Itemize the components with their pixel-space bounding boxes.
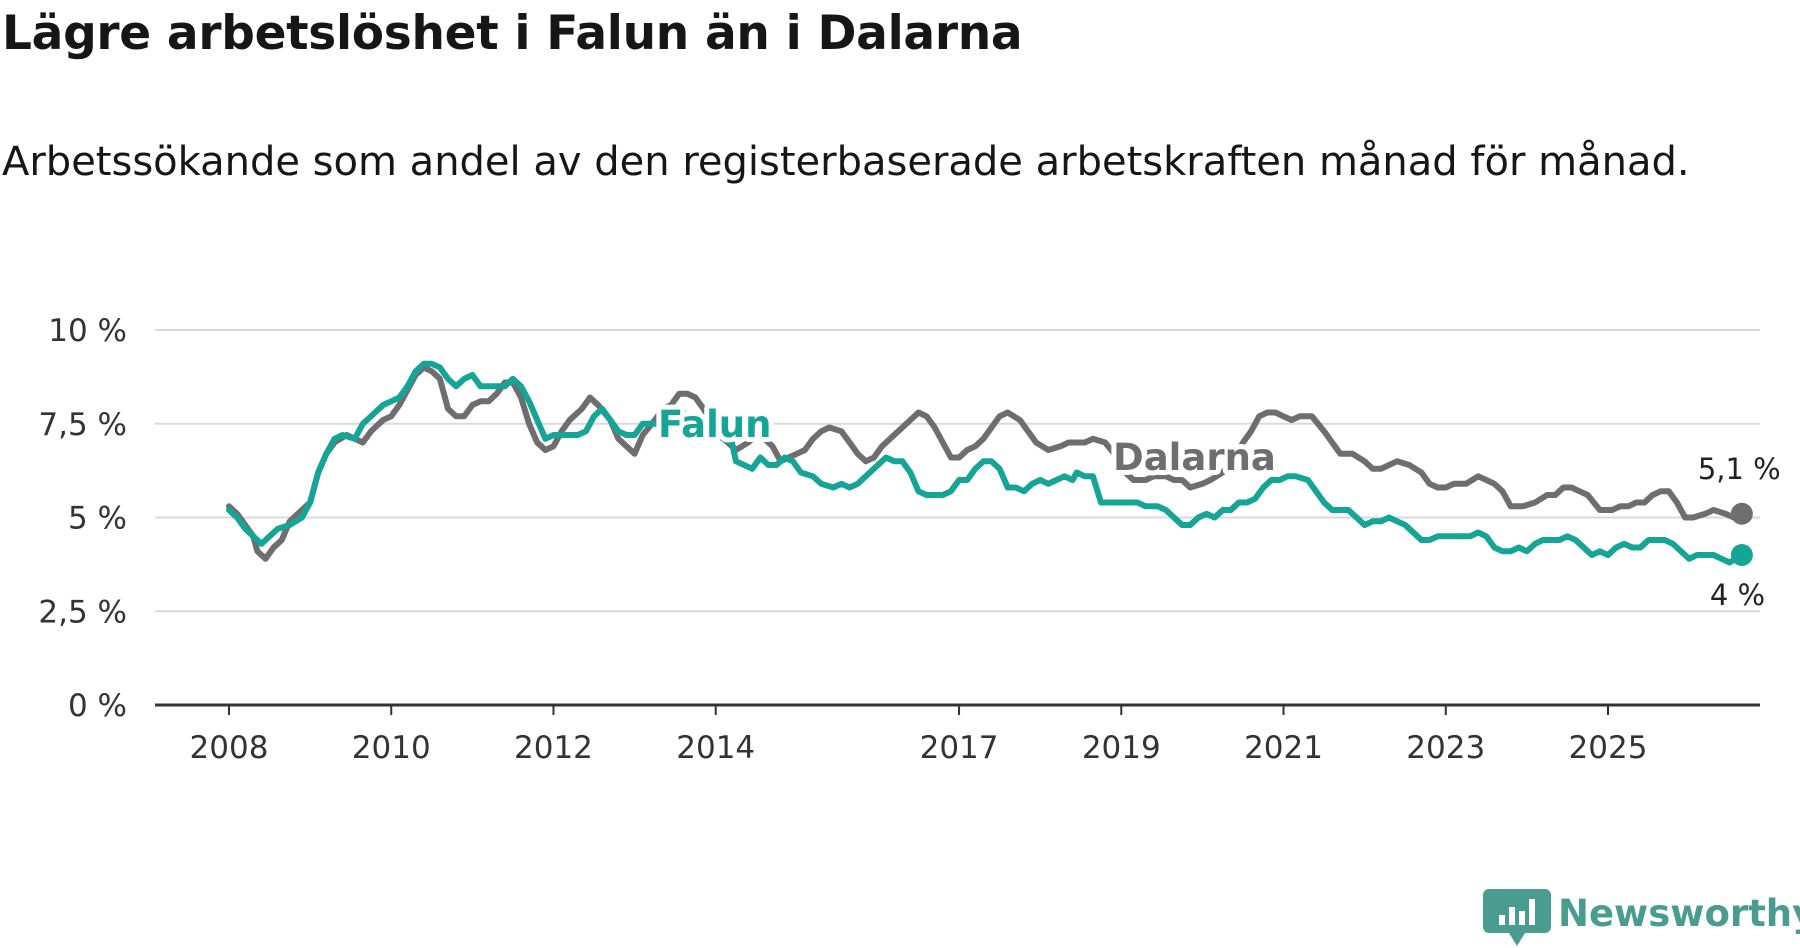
series-label-falun: Falun (658, 403, 771, 446)
x-axis-ticks: 2008 2010 2012 2014 2017 2019 2021 2023 2025 (190, 705, 1648, 766)
y-axis-ticks: 0 % 2,5 % 5 % 7,5 % 10 % (38, 313, 127, 724)
gridlines (155, 329, 1760, 707)
y-tick-label: 2,5 % (38, 594, 127, 630)
newsworthy-logo: Newsworthy (1483, 889, 1800, 946)
brand-name: Newsworthy (1558, 892, 1800, 935)
y-tick-label: 5 % (68, 501, 127, 537)
x-tick-label: 2008 (190, 730, 269, 766)
end-value-label-dalarna: 5,1 % (1698, 452, 1781, 486)
x-tick-label: 2010 (352, 730, 431, 766)
x-tick-label: 2014 (676, 730, 755, 766)
x-tick-label: 2019 (1082, 730, 1161, 766)
x-tick-label: 2025 (1569, 730, 1648, 766)
bar-chart-icon (1483, 889, 1551, 946)
series-line-falun (226, 360, 1745, 566)
chart-title: Lägre arbetslöshet i Falun än i Dalarna (2, 6, 1023, 61)
end-point-dalarna (1730, 502, 1753, 525)
series-lines (226, 360, 1745, 566)
chart-subtitle: Arbetssökande som andel av den registerb… (2, 139, 1690, 185)
x-tick-label: 2012 (514, 730, 593, 766)
x-tick-label: 2023 (1406, 730, 1485, 766)
x-tick-label: 2021 (1244, 730, 1323, 766)
series-labels: Dalarna Falun (653, 398, 1281, 484)
end-point-falun (1730, 544, 1753, 566)
series-label-dalarna: Dalarna (1113, 436, 1276, 479)
y-tick-label: 0 % (68, 688, 127, 724)
y-tick-label: 10 % (48, 313, 127, 349)
series-line-dalarna (226, 364, 1745, 562)
x-tick-label: 2017 (920, 730, 999, 766)
end-value-label-falun: 4 % (1710, 578, 1765, 612)
y-tick-label: 7,5 % (38, 407, 127, 443)
end-markers: 5,1 % 4 % (1698, 452, 1781, 612)
